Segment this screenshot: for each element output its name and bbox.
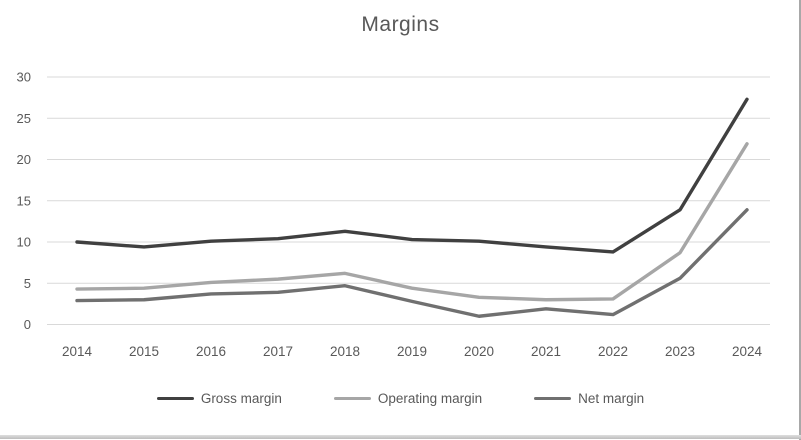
chart-legend: Gross margin Operating margin Net margin: [0, 391, 801, 406]
x-tick-label: 2021: [531, 344, 561, 359]
series-line-net-margin: [75, 208, 749, 318]
legend-swatch-operating-margin: [333, 396, 371, 401]
line-chart-plot-area: 0 5 10 15 20 25 30 2014 2015 2016 2017 2018 2019 2020…: [17, 70, 770, 359]
legend-label-net-margin: Net margin: [578, 391, 645, 406]
legend-item-net-margin: Net margin: [534, 391, 644, 406]
y-tick-label: 15: [17, 193, 31, 208]
window-right-edge: [799, 0, 801, 440]
x-tick-label: 2018: [330, 344, 360, 359]
legend-swatch-net-margin: [534, 396, 572, 401]
y-tick-label: 0: [24, 317, 31, 332]
x-tick-label: 2019: [397, 344, 427, 359]
y-tick-label: 30: [17, 70, 31, 85]
x-tick-label: 2015: [129, 344, 159, 359]
chart-title: Margins: [361, 13, 440, 36]
x-tick-label: 2024: [732, 344, 763, 359]
legend-item-gross-margin: Gross margin: [156, 391, 282, 406]
legend-item-operating-margin: Operating margin: [333, 391, 483, 406]
y-tick-label: 25: [17, 111, 31, 126]
x-tick-label: 2022: [598, 344, 628, 359]
x-tick-label: 2020: [464, 344, 494, 359]
legend-swatch-gross-margin: [156, 396, 194, 401]
x-tick-label: 2014: [62, 344, 93, 359]
y-tick-label: 5: [24, 276, 31, 291]
x-tick-label: 2016: [196, 344, 226, 359]
window-bottom-edge: [0, 435, 801, 439]
series-line-operating-margin: [75, 142, 749, 302]
legend-label-gross-margin: Gross margin: [200, 391, 282, 406]
y-tick-label: 20: [17, 152, 31, 167]
x-tick-label: 2023: [665, 344, 695, 359]
legend-label-operating-margin: Operating margin: [377, 391, 483, 406]
series-line-gross-margin: [75, 97, 749, 254]
x-tick-label: 2017: [263, 344, 293, 359]
y-tick-label: 10: [17, 235, 31, 250]
